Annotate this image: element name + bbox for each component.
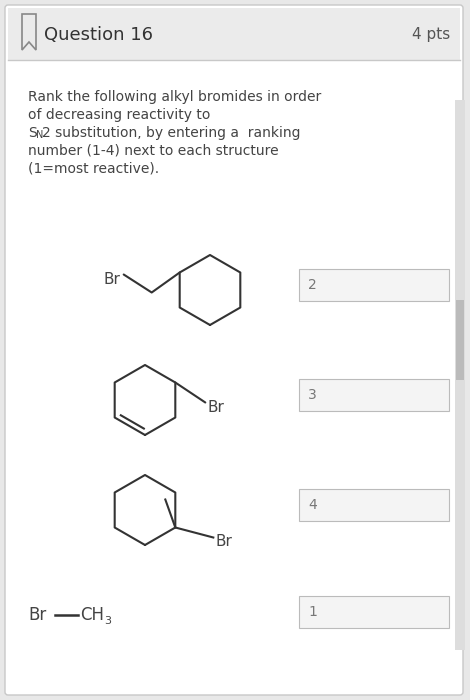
Text: 3: 3 — [308, 388, 317, 402]
Text: of decreasing reactivity to: of decreasing reactivity to — [28, 108, 211, 122]
Text: (1=most reactive).: (1=most reactive). — [28, 162, 159, 176]
Text: 2 substitution, by entering a  ranking: 2 substitution, by entering a ranking — [42, 126, 300, 140]
Bar — [456, 300, 464, 380]
Bar — [455, 100, 465, 650]
FancyBboxPatch shape — [299, 379, 449, 411]
Text: Br: Br — [28, 606, 46, 624]
FancyBboxPatch shape — [299, 269, 449, 301]
Text: 4 pts: 4 pts — [412, 27, 450, 43]
FancyBboxPatch shape — [299, 596, 449, 628]
Text: 4: 4 — [308, 498, 317, 512]
Text: Br: Br — [207, 400, 224, 415]
Text: N: N — [36, 130, 43, 140]
Text: 3: 3 — [104, 616, 111, 626]
Text: Rank the following alkyl bromides in order: Rank the following alkyl bromides in ord… — [28, 90, 321, 104]
FancyBboxPatch shape — [299, 489, 449, 521]
Text: Br: Br — [215, 534, 232, 549]
Text: CH: CH — [80, 606, 104, 624]
Text: Question 16: Question 16 — [44, 26, 153, 44]
Text: 1: 1 — [308, 605, 317, 619]
FancyBboxPatch shape — [5, 5, 463, 695]
Bar — [8, 8, 460, 60]
Text: Br: Br — [104, 272, 121, 287]
Text: number (1-4) next to each structure: number (1-4) next to each structure — [28, 144, 279, 158]
Text: S: S — [28, 126, 37, 140]
Text: 2: 2 — [308, 278, 317, 292]
